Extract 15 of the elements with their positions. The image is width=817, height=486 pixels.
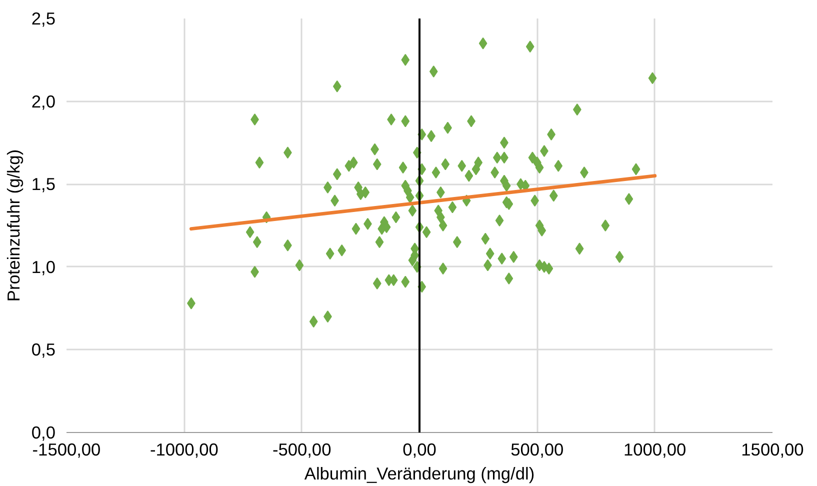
y-tick-label: 0,0 [31, 422, 56, 442]
y-tick-label: 0,5 [31, 340, 56, 360]
y-tick-label: 1,0 [31, 256, 56, 277]
y-tick-label: 2,0 [31, 91, 56, 112]
x-tick-label: 1000,00 [624, 440, 686, 460]
y-tick-label: 2,5 [31, 8, 56, 28]
y-axis-title: Proteinzufuhr (g/kg) [3, 149, 24, 302]
y-tick-label: 1,5 [31, 174, 56, 194]
x-tick-label: 1500,00 [741, 440, 804, 460]
x-axis-title: Albumin_Veränderung (mg/dl) [304, 464, 535, 484]
x-tick-label: -1500,00 [32, 440, 101, 460]
x-tick-label: 0,00 [402, 440, 436, 460]
x-tick-label: -1000,00 [150, 440, 218, 460]
x-tick-label: 500,00 [510, 440, 564, 460]
x-tick-label: -500,00 [272, 440, 332, 460]
